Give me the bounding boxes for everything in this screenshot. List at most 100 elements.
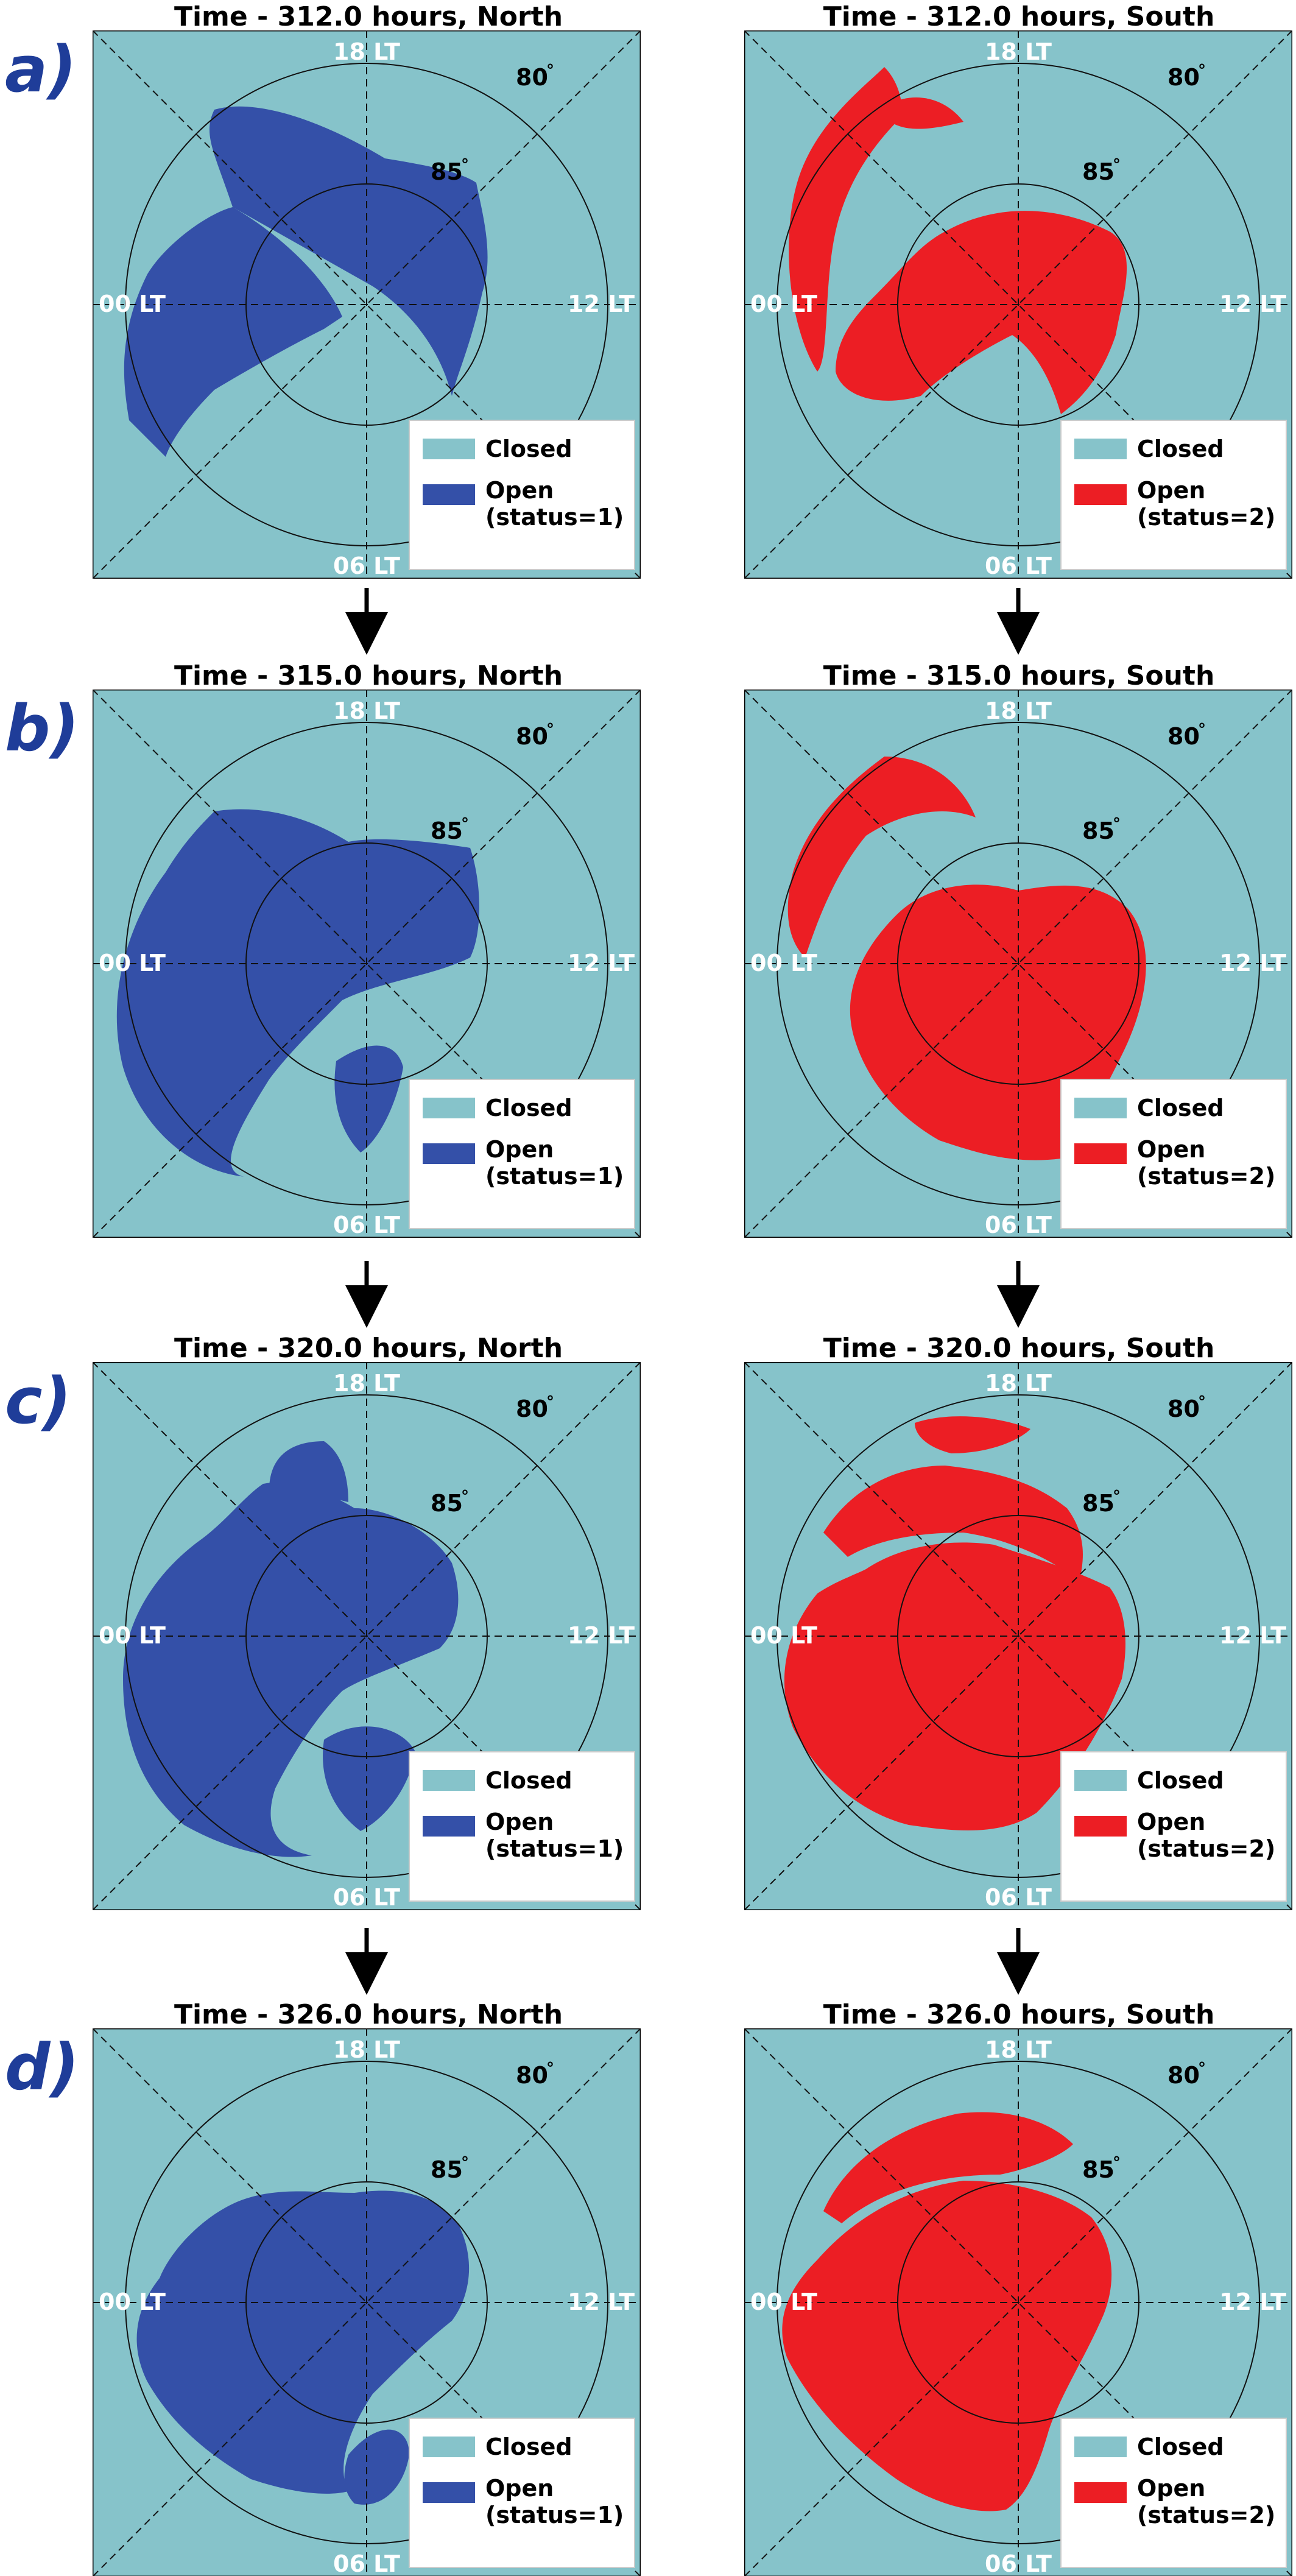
open-region bbox=[782, 2181, 1112, 2511]
lt-label-left: 00 LT bbox=[99, 291, 166, 317]
legend-closed: Closed bbox=[485, 1767, 572, 1794]
lt-label-bottom: 06 LT bbox=[333, 552, 400, 579]
legend: Closed Open (status=2) bbox=[1060, 420, 1287, 570]
panel-north-c: Time - 320.0 hours, North 18 LT 00 LT 12… bbox=[93, 1333, 641, 1911]
polar-plot: 18 LT 00 LT 12 LT 06 LT 80 ° 85 ° Closed… bbox=[744, 690, 1292, 1238]
lat-label-85: 85 bbox=[1082, 2156, 1115, 2183]
lat-label-85: 85 bbox=[1082, 1490, 1115, 1517]
lt-label-left: 00 LT bbox=[99, 2288, 166, 2315]
legend-closed: Closed bbox=[1137, 1095, 1224, 1121]
panel-south-d: Time - 326.0 hours, South 18 LT 00 LT 12… bbox=[744, 1999, 1292, 2576]
lt-label-left: 00 LT bbox=[750, 950, 817, 976]
lt-label-bottom: 06 LT bbox=[985, 2550, 1052, 2576]
legend-closed: Closed bbox=[1137, 436, 1224, 462]
lt-label-top: 18 LT bbox=[333, 2036, 400, 2063]
lt-label-right: 12 LT bbox=[568, 1622, 635, 1649]
open-region bbox=[915, 1416, 1030, 1453]
panel-south-b: Time - 315.0 hours, South 18 LT 00 LT 12… bbox=[744, 660, 1292, 1238]
legend-status: (status=1) bbox=[485, 1835, 624, 1862]
lat-degree-80: ° bbox=[546, 62, 554, 80]
legend-swatch-open bbox=[1074, 1143, 1127, 1164]
legend-status: (status=2) bbox=[1137, 504, 1275, 531]
lt-label-left: 00 LT bbox=[750, 1622, 817, 1649]
lt-label-top: 18 LT bbox=[333, 38, 400, 65]
legend: Closed Open (status=2) bbox=[1060, 2418, 1287, 2568]
panel-title: Time - 312.0 hours, South bbox=[823, 1, 1215, 32]
open-region bbox=[836, 211, 1127, 414]
legend-swatch-closed bbox=[1074, 1770, 1127, 1791]
legend-status: (status=1) bbox=[485, 1163, 624, 1190]
lt-label-top: 18 LT bbox=[333, 1370, 400, 1397]
lat-degree-80: ° bbox=[546, 1393, 554, 1411]
lt-label-top: 18 LT bbox=[985, 697, 1052, 724]
open-region bbox=[323, 1726, 415, 1831]
panel-north-d: Time - 326.0 hours, North 18 LT 00 LT 12… bbox=[93, 1999, 641, 2576]
legend-open: Open bbox=[485, 1136, 554, 1163]
panel-north-b: Time - 315.0 hours, North 18 LT 00 LT 12… bbox=[93, 660, 641, 1238]
lt-label-right: 12 LT bbox=[1219, 1622, 1286, 1649]
panel-south-c: Time - 320.0 hours, South 18 LT 00 LT 12… bbox=[744, 1333, 1292, 1910]
row-label-a: a) bbox=[5, 32, 77, 107]
lat-label-85: 85 bbox=[1082, 158, 1115, 185]
open-region bbox=[124, 106, 488, 457]
lat-degree-85: ° bbox=[461, 1487, 469, 1506]
lt-label-bottom: 06 LT bbox=[333, 2550, 400, 2576]
legend-swatch-closed bbox=[1074, 439, 1127, 459]
open-region bbox=[334, 1045, 403, 1152]
lat-label-80: 80 bbox=[516, 2062, 548, 2089]
legend-closed: Closed bbox=[485, 1095, 572, 1121]
legend-swatch-open bbox=[1074, 484, 1127, 505]
lt-label-top: 18 LT bbox=[985, 1370, 1052, 1397]
lt-label-left: 00 LT bbox=[750, 2288, 817, 2315]
lat-degree-80: ° bbox=[1198, 2059, 1206, 2078]
panel-title: Time - 320.0 hours, North bbox=[174, 1333, 563, 1364]
panel-title: Time - 326.0 hours, North bbox=[174, 1999, 563, 2030]
legend-status: (status=2) bbox=[1137, 1163, 1275, 1190]
lat-degree-85: ° bbox=[461, 2154, 469, 2172]
row-label-d: d) bbox=[5, 2030, 79, 2105]
legend: Closed Open (status=2) bbox=[1060, 1751, 1287, 1902]
lat-degree-85: ° bbox=[1113, 156, 1121, 174]
open-region bbox=[823, 1466, 1083, 1581]
polar-plot: 18 LT 00 LT 12 LT 06 LT 80 ° 85 ° Closed… bbox=[93, 2028, 641, 2576]
open-region bbox=[823, 2112, 1073, 2223]
lat-degree-80: ° bbox=[1198, 62, 1206, 80]
lat-degree-85: ° bbox=[1113, 1487, 1121, 1506]
lt-label-top: 18 LT bbox=[985, 38, 1052, 65]
lt-label-bottom: 06 LT bbox=[333, 1884, 400, 1911]
row-label-b: b) bbox=[5, 691, 79, 766]
legend-status: (status=1) bbox=[485, 2502, 624, 2528]
legend-swatch-open bbox=[423, 1816, 475, 1837]
legend: Closed Open (status=1) bbox=[409, 1079, 635, 1229]
lt-label-left: 00 LT bbox=[750, 291, 817, 317]
lt-label-right: 12 LT bbox=[568, 950, 635, 976]
open-region bbox=[789, 67, 903, 372]
lat-label-85: 85 bbox=[431, 1490, 463, 1517]
legend: Closed Open (status=2) bbox=[1060, 1079, 1287, 1229]
lt-label-top: 18 LT bbox=[985, 2036, 1052, 2063]
legend-open: Open bbox=[1137, 1136, 1205, 1163]
legend-status: (status=2) bbox=[1137, 1835, 1275, 1862]
row-label-c: c) bbox=[5, 1364, 71, 1438]
legend: Closed Open (status=1) bbox=[409, 420, 635, 570]
polar-plot: 18 LT 00 LT 12 LT 06 LT 80 ° 85 ° Closed… bbox=[93, 1362, 641, 1911]
legend-status: (status=2) bbox=[1137, 2502, 1275, 2528]
legend-swatch-open bbox=[1074, 1816, 1127, 1837]
panel-north-a: Time - 312.0 hours, North 18 LT 00 LT 12… bbox=[93, 1, 641, 579]
legend: Closed Open (status=1) bbox=[409, 2418, 635, 2568]
legend-closed: Closed bbox=[1137, 2433, 1224, 2460]
lat-degree-80: ° bbox=[546, 721, 554, 739]
lt-label-right: 12 LT bbox=[568, 2288, 635, 2315]
legend-swatch-open bbox=[1074, 2482, 1127, 2503]
lat-degree-80: ° bbox=[546, 2059, 554, 2078]
panel-title: Time - 312.0 hours, North bbox=[174, 1, 563, 32]
legend-swatch-closed bbox=[1074, 1098, 1127, 1118]
legend-status: (status=1) bbox=[485, 504, 624, 531]
legend-open: Open bbox=[1137, 477, 1205, 504]
lt-label-top: 18 LT bbox=[333, 697, 400, 724]
legend-swatch-open bbox=[423, 1143, 475, 1164]
legend: Closed Open (status=1) bbox=[409, 1751, 635, 1902]
legend-open: Open bbox=[1137, 1808, 1205, 1835]
legend-swatch-closed bbox=[423, 1098, 475, 1118]
lat-label-80: 80 bbox=[1167, 1396, 1200, 1422]
